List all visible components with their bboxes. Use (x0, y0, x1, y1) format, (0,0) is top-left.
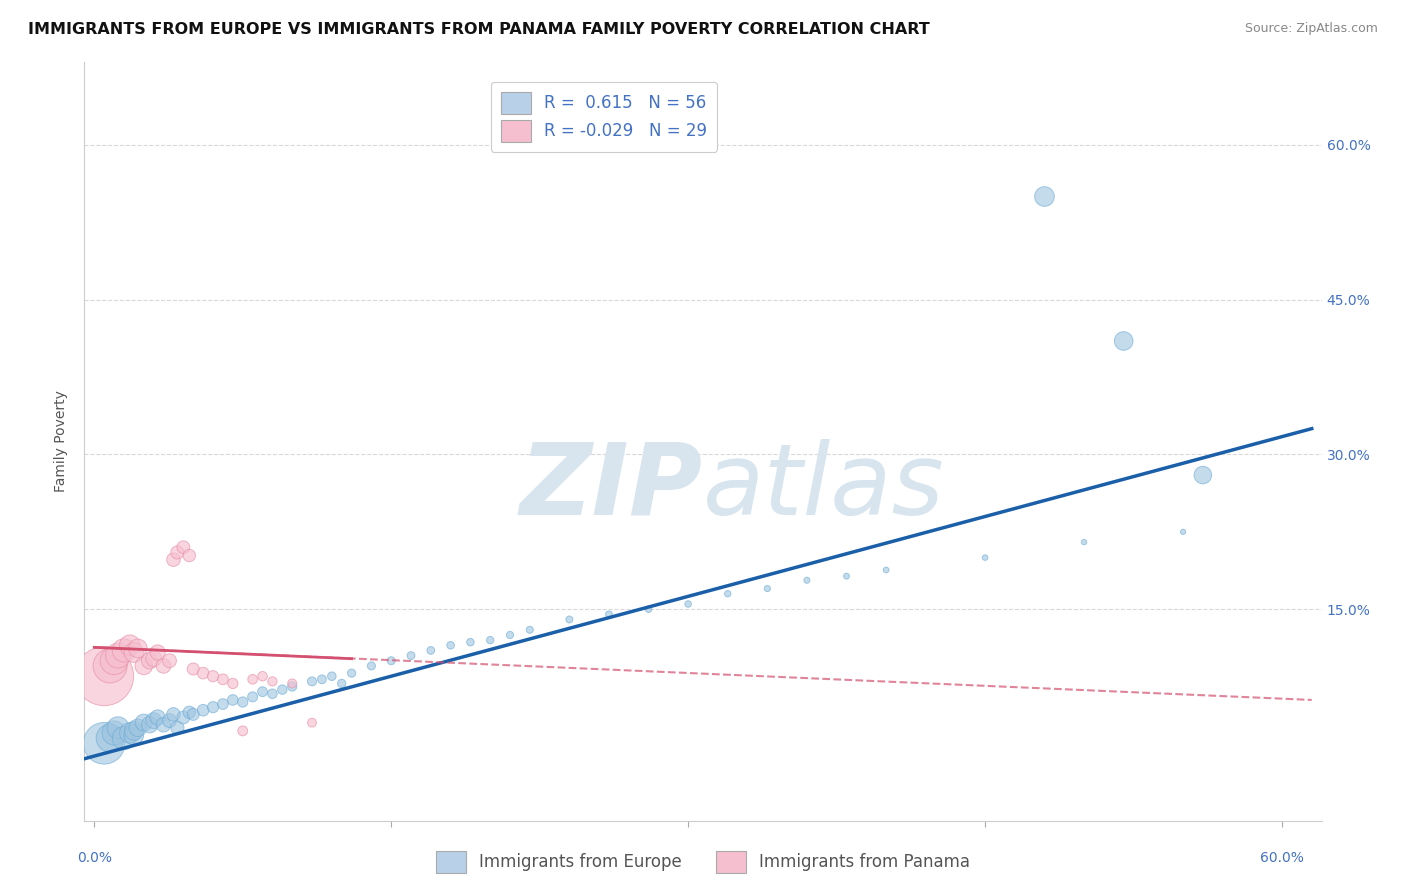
Point (252, 684, 274, 698)
Point (118, 638, 141, 652)
Point (138, 654, 160, 668)
Point (107, 648, 129, 663)
Point (1033, 189, 1056, 203)
Point (232, 695, 254, 709)
Point (118, 726, 141, 740)
Point (222, 693, 245, 707)
Point (598, 607, 620, 622)
Point (1171, 524, 1194, 539)
Point (152, 717, 174, 731)
Point (262, 687, 284, 701)
Point (191, 666, 214, 681)
Point (146, 710, 169, 724)
Point (796, 574, 818, 588)
Point (93, 669, 115, 683)
Point (122, 728, 145, 742)
Point (717, 587, 740, 601)
Point (191, 703, 214, 717)
Text: IMMIGRANTS FROM EUROPE VS IMMIGRANTS FROM PANAMA FAMILY POVERTY CORRELATION CHAR: IMMIGRANTS FROM EUROPE VS IMMIGRANTS FRO… (28, 22, 929, 37)
Point (974, 550, 997, 565)
Point (202, 669, 225, 683)
Point (380, 654, 402, 668)
Point (499, 628, 522, 642)
Point (301, 715, 323, 730)
Point (181, 662, 204, 676)
Point (212, 697, 235, 711)
Point (281, 680, 304, 694)
Text: atlas: atlas (703, 439, 945, 535)
Point (179, 706, 201, 720)
Point (1192, 468, 1215, 483)
Legend: Immigrants from Europe, Immigrants from Panama: Immigrants from Europe, Immigrants from … (429, 845, 977, 880)
Point (340, 666, 363, 681)
Point (122, 645, 145, 659)
Point (232, 723, 254, 738)
Point (112, 731, 135, 745)
Point (1112, 334, 1135, 348)
Text: Source: ZipAtlas.com: Source: ZipAtlas.com (1244, 22, 1378, 36)
Point (132, 715, 155, 730)
Point (460, 635, 482, 649)
Point (301, 674, 323, 689)
Point (152, 659, 174, 673)
Point (360, 659, 382, 673)
Text: 60.0%: 60.0% (1260, 851, 1303, 865)
Text: ZIP: ZIP (520, 439, 703, 535)
Point (172, 710, 194, 724)
Point (172, 541, 194, 555)
Point (159, 654, 181, 668)
Point (281, 676, 304, 690)
Point (519, 623, 541, 637)
Point (166, 545, 188, 559)
Point (262, 674, 284, 689)
Point (142, 651, 165, 665)
Point (98, 731, 121, 745)
Point (311, 673, 333, 687)
Point (132, 659, 155, 673)
Point (122, 723, 145, 738)
Point (212, 673, 235, 687)
Point (875, 563, 897, 577)
Point (103, 654, 125, 668)
Point (98, 659, 121, 673)
Point (103, 726, 125, 740)
Point (112, 643, 135, 657)
Point (1073, 535, 1095, 549)
Point (242, 690, 264, 704)
Point (162, 552, 184, 566)
Point (558, 612, 581, 626)
Text: 0.0%: 0.0% (77, 851, 111, 865)
Legend: R =  0.615   N = 56, R = -0.029   N = 29: R = 0.615 N = 56, R = -0.029 N = 29 (491, 82, 717, 152)
Point (181, 707, 204, 722)
Point (330, 676, 353, 690)
Point (107, 721, 129, 735)
Y-axis label: Family Poverty: Family Poverty (55, 391, 69, 492)
Point (202, 700, 225, 714)
Point (146, 645, 169, 659)
Point (479, 633, 502, 648)
Point (835, 569, 858, 583)
Point (271, 682, 294, 697)
Point (179, 549, 201, 563)
Point (166, 721, 188, 735)
Point (252, 669, 274, 683)
Point (93, 736, 115, 750)
Point (159, 714, 181, 728)
Point (242, 673, 264, 687)
Point (676, 597, 699, 611)
Point (162, 707, 184, 722)
Point (142, 714, 165, 728)
Point (222, 676, 245, 690)
Point (439, 638, 461, 652)
Point (756, 582, 779, 596)
Point (127, 641, 149, 656)
Point (399, 648, 422, 663)
Point (637, 602, 659, 616)
Point (419, 643, 441, 657)
Point (127, 721, 149, 735)
Point (138, 717, 160, 731)
Point (321, 669, 343, 683)
